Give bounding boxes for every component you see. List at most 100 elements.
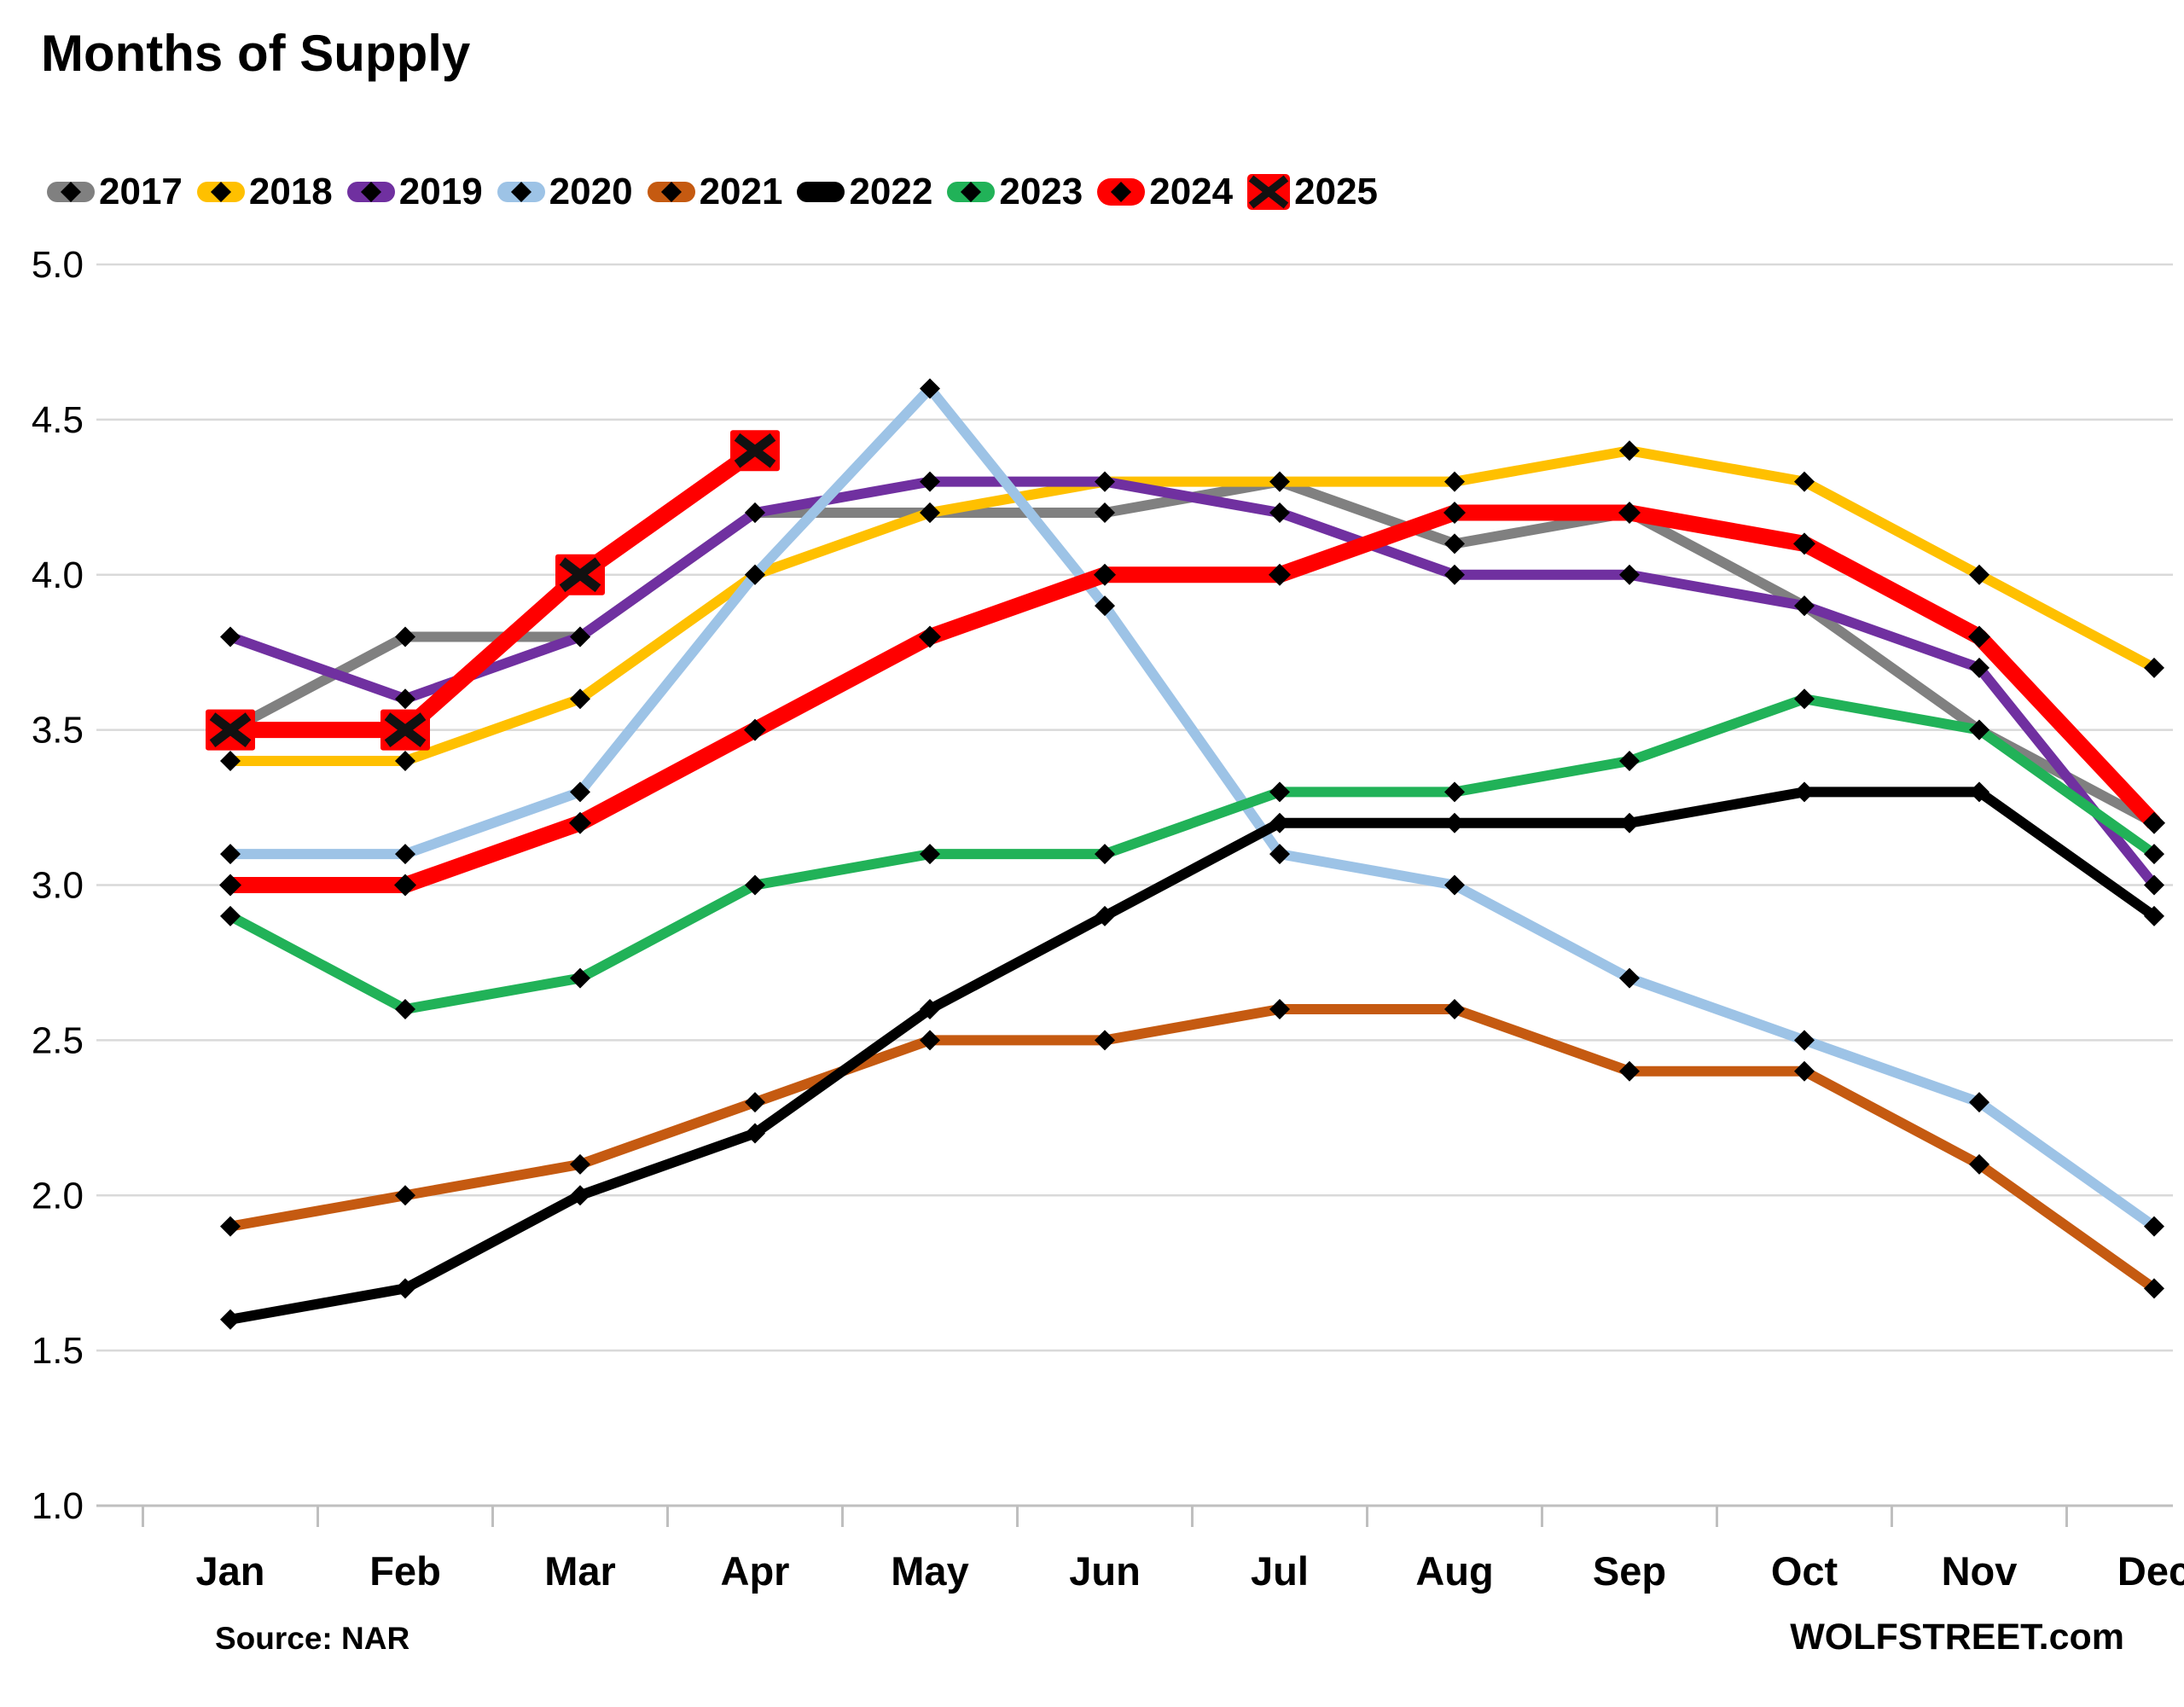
data-point-marker (220, 626, 241, 647)
data-point-marker (395, 844, 415, 865)
legend-item-2019: 2019 (346, 171, 483, 213)
data-point-marker (1095, 595, 1115, 617)
data-point-marker (1095, 471, 1115, 492)
data-point-marker (1969, 781, 1989, 803)
data-point-marker (1969, 1092, 1989, 1113)
data-point-marker (2144, 1216, 2164, 1237)
data-point-marker (1444, 564, 1465, 585)
y-tick-label: 1.0 (32, 1485, 84, 1527)
data-point-marker (1619, 751, 1640, 771)
data-point-marker (1095, 905, 1115, 926)
legend-item-2018: 2018 (196, 171, 333, 213)
legend-item-2025: 2025 (1247, 171, 1378, 213)
data-point-marker (219, 874, 241, 897)
series-line-2023 (220, 688, 2164, 1019)
legend-swatch-2022 (797, 181, 845, 203)
month-label: Jun (1069, 1548, 1141, 1594)
legend-label-2024: 2024 (1149, 171, 1234, 212)
data-point-marker (395, 751, 415, 771)
data-point-marker (220, 1309, 241, 1330)
legend-item-2024: 2024 (1097, 171, 1233, 213)
legend: 2017 2018 2019 2020 2021 2022 2023 2024 2025 (47, 171, 1378, 213)
data-point-marker (1619, 564, 1640, 585)
legend-label-2025: 2025 (1294, 171, 1379, 212)
month-label: Feb (369, 1548, 441, 1594)
data-point-marker (919, 625, 941, 648)
y-tick-label: 5.0 (32, 244, 84, 286)
data-point-marker (1619, 812, 1640, 833)
legend-swatch-2018 (196, 181, 245, 203)
data-point-marker (1095, 502, 1115, 523)
data-point-marker (1619, 440, 1640, 462)
legend-swatch-2023 (947, 181, 996, 203)
data-point-marker (395, 999, 415, 1019)
series-line-2017 (220, 471, 2164, 833)
y-tick-label: 3.0 (32, 865, 84, 907)
data-point-marker (745, 502, 765, 523)
month-label: Dec (2117, 1548, 2184, 1594)
data-point-marker (395, 1278, 415, 1299)
month-label: Jan (196, 1548, 265, 1594)
month-label: Apr (721, 1548, 790, 1594)
data-point-marker (2144, 1278, 2164, 1299)
data-point-marker (1269, 563, 1291, 586)
data-point-marker (2143, 811, 2165, 834)
data-point-marker (1269, 844, 1290, 865)
data-point-marker (1619, 1060, 1640, 1082)
y-tick-label: 3.5 (32, 710, 84, 752)
data-point-marker (744, 718, 766, 741)
data-point-marker (395, 1185, 415, 1206)
data-point-marker (569, 811, 591, 834)
data-point-marker (1968, 625, 1990, 648)
data-point-marker (570, 1153, 590, 1175)
data-point-marker (1969, 657, 1989, 678)
data-point-marker (920, 378, 940, 399)
y-tick-label: 1.5 (32, 1330, 84, 1372)
data-point-marker (570, 626, 590, 647)
month-label: May (891, 1548, 968, 1594)
month-label: Aug (1415, 1548, 1493, 1594)
data-point-marker (394, 874, 416, 897)
data-point-marker (1095, 1030, 1115, 1051)
data-point-marker (1618, 502, 1641, 524)
data-point-marker (1794, 1060, 1815, 1082)
data-point-marker (745, 1092, 765, 1113)
legend-item-2023: 2023 (947, 171, 1083, 213)
data-point-marker (1269, 471, 1290, 492)
data-point-marker (745, 1123, 765, 1144)
data-point-marker (395, 626, 415, 647)
series-line-2024 (219, 502, 2165, 897)
data-point-marker (1794, 1030, 1815, 1051)
month-label: Jul (1251, 1548, 1309, 1594)
data-point-marker (220, 1216, 241, 1237)
legend-swatch-2025 (1247, 174, 1291, 210)
data-point-marker (1794, 781, 1815, 803)
month-label: Mar (544, 1548, 616, 1594)
series-line-2019 (220, 471, 2164, 896)
data-point-marker (1969, 719, 1989, 740)
data-point-marker (745, 874, 765, 896)
data-point-marker (1444, 471, 1465, 492)
data-point-marker (220, 844, 241, 865)
legend-item-2022: 2022 (797, 171, 932, 213)
data-point-marker (1444, 812, 1465, 833)
data-point-marker (1619, 967, 1640, 989)
data-point-marker (920, 502, 940, 523)
data-point-marker (1444, 533, 1465, 554)
month-label: Oct (1771, 1548, 1838, 1594)
data-point-marker (1269, 502, 1290, 523)
data-point-marker (1095, 844, 1115, 865)
data-point-marker (2144, 844, 2164, 865)
data-point-marker (220, 905, 241, 926)
data-point-marker (395, 688, 415, 710)
series-line-2025 (206, 430, 780, 751)
legend-swatch-2017 (47, 181, 95, 203)
data-point-marker (570, 1185, 590, 1206)
legend-swatch-2020 (497, 181, 545, 203)
data-point-marker (2144, 905, 2164, 926)
data-point-marker (1794, 595, 1815, 617)
data-point-marker (1269, 781, 1290, 803)
legend-label-2022: 2022 (849, 171, 933, 212)
data-point-marker (1793, 532, 1815, 555)
data-point-marker (1094, 563, 1116, 586)
